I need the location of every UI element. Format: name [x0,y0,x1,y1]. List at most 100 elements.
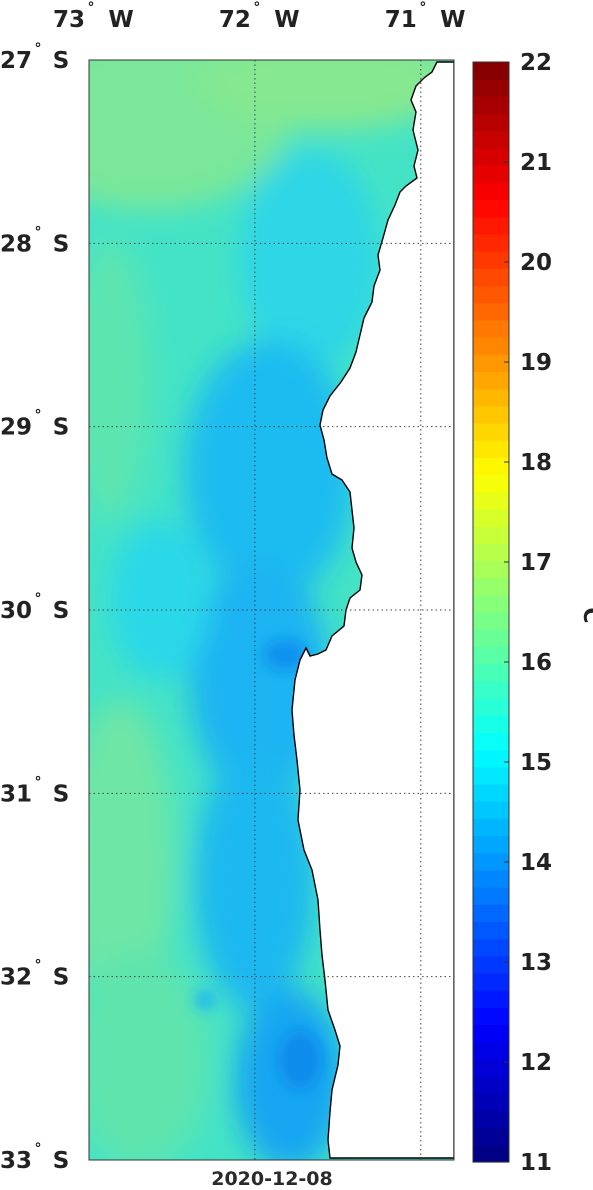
colorbar-band [473,543,509,562]
colorbar-band [473,1024,509,1043]
colorbar-band [473,904,509,922]
degree-symbol: ° [35,1141,42,1157]
colorbar-band [473,697,509,716]
colorbar-band [473,1041,509,1060]
degree-symbol: ° [35,224,42,240]
colorbar-band [473,1093,509,1112]
colorbar-band [473,474,509,493]
latitude-tick-label: 30 [0,598,32,624]
colorbar-frame [472,61,510,1163]
colorbar-band [473,113,509,132]
hemisphere-label: W [440,7,465,33]
colorbar-band [473,835,509,854]
colorbar-unit-label: °C [578,596,593,623]
colorbar-band [473,337,509,355]
hemisphere-label: S [53,48,70,74]
degree-symbol: ° [88,0,95,16]
colorbar-band [473,801,509,819]
colorbar-band [473,354,509,372]
colorbar-band [473,508,509,527]
latitude-tick-label: 31 [0,781,32,807]
degree-symbol: ° [35,408,42,424]
date-label: 2020-12-08 [211,1168,333,1190]
hemisphere-label: S [53,415,70,441]
colorbar-band [473,887,509,905]
colorbar-band [473,612,509,630]
colorbar-band [473,818,509,837]
hemisphere-label: S [53,781,70,807]
degree-symbol: ° [35,774,42,790]
colorbar-band [473,646,509,665]
colorbar-band [473,422,509,441]
colorbar-band [473,96,509,115]
latitude-tick-labels: 27 ° S28 ° S29 ° S30 ° S31 ° S32 ° S33 ° S [0,41,69,1174]
hemisphere-label: W [274,7,299,33]
degree-symbol: ° [35,958,42,974]
colorbar-band [473,216,509,235]
colorbar-tick-label: 11 [520,1150,552,1176]
colorbar-band [473,405,509,424]
map-frame [88,59,455,1161]
sst-field [89,60,454,1160]
colorbar-band [473,62,509,80]
colorbar-band [473,990,509,1008]
colorbar-band [473,715,509,733]
colorbar-band [473,852,509,871]
colorbar-band [473,440,509,458]
latitude-tick-label: 32 [0,965,32,991]
colorbar [472,61,510,1163]
colorbar-band [473,130,509,149]
colorbar-tick-label: 21 [520,150,552,176]
hemisphere-label: S [53,598,70,624]
colorbar-tick-label: 19 [520,350,552,376]
colorbar-band [473,319,509,338]
latitude-tick-label: 28 [0,231,32,257]
colorbar-band [473,560,509,579]
latitude-tick-label: 29 [0,415,32,441]
colorbar-tick-label: 20 [520,250,552,276]
colorbar-band [473,1127,509,1146]
colorbar-band [473,869,509,888]
colorbar-tick-label: 18 [520,450,552,476]
colorbar-band [473,165,509,183]
colorbar-band [473,268,509,287]
colorbar-tick-label: 15 [520,750,552,776]
colorbar-band [473,285,509,304]
longitude-tick-label: 72 [219,7,251,33]
colorbar-band [473,147,509,166]
colorbar-band [473,955,509,974]
colorbar-band [473,629,509,647]
colorbar-band [473,732,509,751]
colorbar-tick-label: 14 [520,850,552,876]
colorbar-band [473,594,509,613]
colorbar-band [473,1110,509,1129]
colorbar-band [473,491,509,510]
colorbar-band [473,749,509,768]
degree-symbol: ° [253,0,260,16]
colorbar-band [473,783,509,802]
colorbar-band [473,663,509,682]
colorbar-band [473,1076,509,1094]
colorbar-tick-label: 13 [520,950,552,976]
colorbar-tick-label: 22 [520,50,552,76]
colorbar-band [473,526,509,544]
longitude-tick-label: 71 [385,7,417,33]
colorbar-band [473,1058,509,1077]
colorbar-band [473,680,509,699]
hemisphere-label: W [108,7,133,33]
colorbar-band [473,457,509,476]
colorbar-band [473,182,509,201]
colorbar-band [473,233,509,252]
latitude-tick-label: 27 [0,48,32,74]
colorbar-tick-label: 17 [520,550,552,576]
hemisphere-label: S [53,965,70,991]
longitude-tick-labels: 73 ° W 72 ° W 71 ° W [53,0,466,33]
colorbar-tick-labels: 11 12 13 14 15 16 17 18 19 20 21 22 [504,50,552,1176]
gridlines [89,60,454,1160]
colorbar-band [473,577,509,596]
colorbar-band [473,302,509,321]
degree-symbol: ° [35,41,42,57]
latitude-tick-label: 33 [0,1148,32,1174]
colorbar-band [473,79,509,97]
